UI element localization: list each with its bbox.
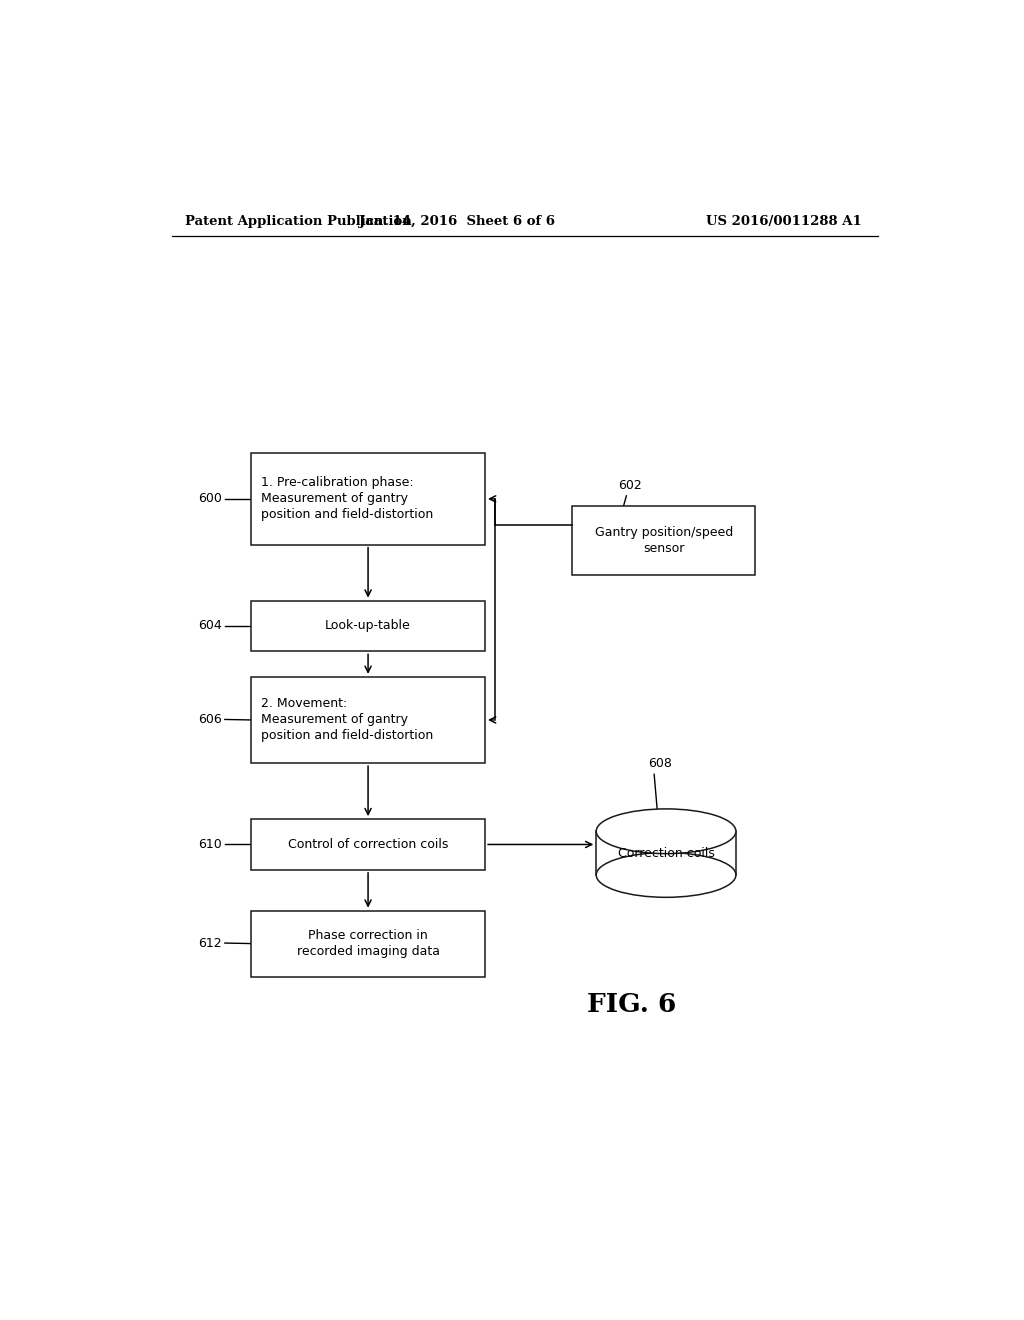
Text: 604: 604 [198,619,221,632]
Text: 606: 606 [198,713,221,726]
Ellipse shape [596,853,736,898]
FancyBboxPatch shape [251,601,485,651]
Text: 610: 610 [198,838,221,851]
Text: FIG. 6: FIG. 6 [588,991,677,1016]
Text: Gantry position/speed
sensor: Gantry position/speed sensor [595,527,733,556]
Text: Patent Application Publication: Patent Application Publication [185,215,412,228]
Text: Look-up-table: Look-up-table [326,619,411,632]
Ellipse shape [596,809,736,854]
FancyBboxPatch shape [251,453,485,545]
FancyBboxPatch shape [572,506,755,576]
Text: Jan. 14, 2016  Sheet 6 of 6: Jan. 14, 2016 Sheet 6 of 6 [359,215,555,228]
Text: Phase correction in
recorded imaging data: Phase correction in recorded imaging dat… [297,929,439,958]
Text: 608: 608 [648,758,672,771]
Text: Correction coils: Correction coils [617,846,715,859]
Text: 1. Pre-calibration phase:
Measurement of gantry
position and field-distortion: 1. Pre-calibration phase: Measurement of… [260,477,433,521]
Text: Control of correction coils: Control of correction coils [288,838,449,851]
FancyBboxPatch shape [251,911,485,977]
FancyBboxPatch shape [251,818,485,870]
Text: 602: 602 [618,479,642,492]
Text: 612: 612 [198,937,221,949]
FancyBboxPatch shape [251,677,485,763]
Text: US 2016/0011288 A1: US 2016/0011288 A1 [706,215,861,228]
Text: 2. Movement:
Measurement of gantry
position and field-distortion: 2. Movement: Measurement of gantry posit… [260,697,433,742]
FancyBboxPatch shape [596,832,736,875]
Text: 600: 600 [198,492,221,506]
